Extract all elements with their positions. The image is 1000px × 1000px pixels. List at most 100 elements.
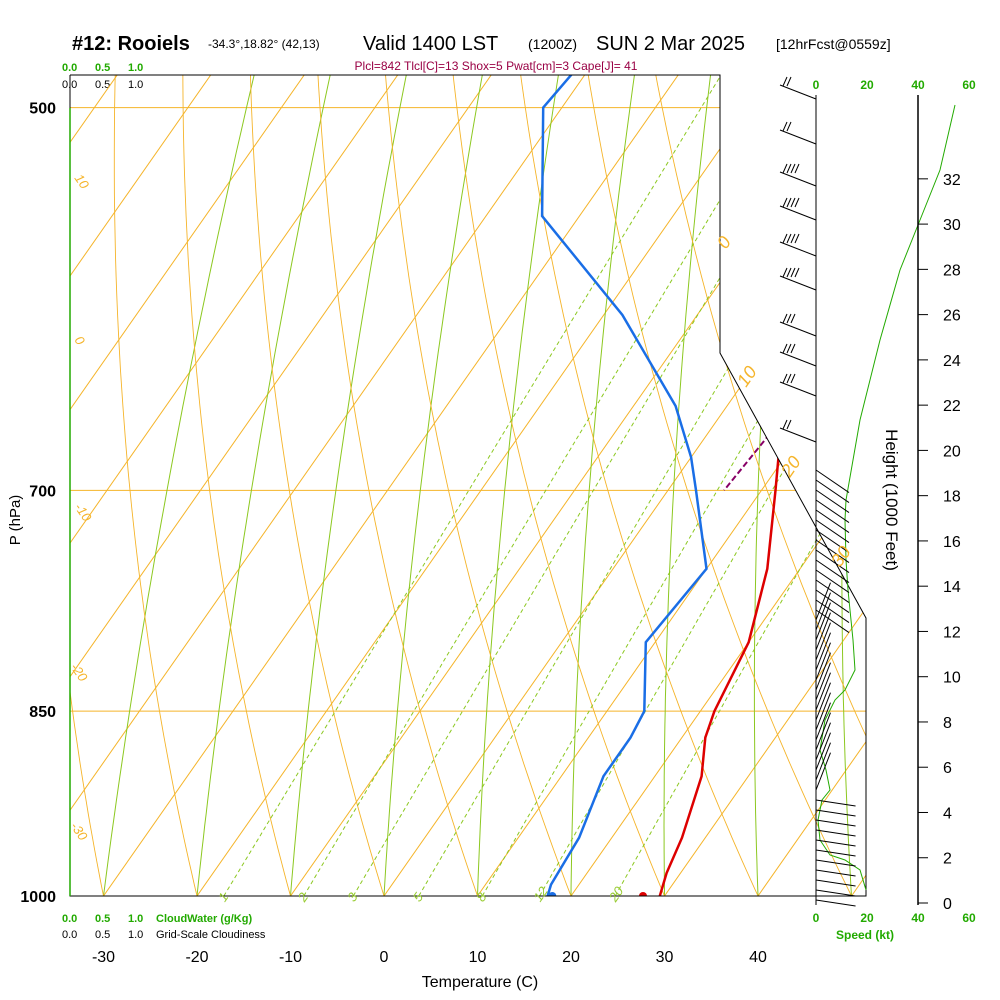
height-tick-label: 24	[943, 353, 961, 370]
isotherm-line	[70, 75, 866, 896]
wind-barb-flag	[782, 121, 788, 132]
dry-adiabat-line	[103, 75, 464, 896]
moist-adiabat-line	[311, 75, 478, 896]
dry-adiabat-line	[477, 75, 716, 896]
wind-barb-flag	[782, 373, 788, 384]
dewpoint-line	[540, 75, 788, 896]
wind-barb-flag	[782, 233, 788, 244]
isotherm-line	[383, 75, 866, 896]
isotherm-label: -20	[68, 660, 92, 685]
speed-tick-label: 0	[813, 78, 820, 92]
wind-barb-flag	[790, 163, 796, 174]
isotherm-label: -30	[68, 819, 92, 844]
isotherm-line	[477, 75, 866, 896]
wind-barb	[779, 241, 817, 257]
x-axis-label: Temperature (C)	[422, 974, 538, 991]
wind-barb	[815, 509, 850, 533]
pressure-tick-label: 1000	[20, 889, 56, 906]
wind-barb	[815, 732, 831, 771]
speed-tick-label: 60	[962, 78, 976, 92]
isotherm-line	[103, 75, 866, 896]
x-tick-label: 20	[562, 949, 580, 966]
height-tick-label: 4	[943, 805, 952, 822]
wind-barb-flag	[794, 267, 800, 278]
wind-barb	[779, 205, 817, 221]
isotherm-line	[70, 75, 554, 896]
moist-adiabat-line	[432, 75, 665, 896]
cloud-scale-top-green: 0.0 0.5 1.0	[62, 62, 143, 74]
height-tick-label: 30	[943, 217, 961, 234]
pressure-tick-label: 500	[29, 101, 56, 118]
mixing-ratio-label: 3	[344, 889, 361, 904]
isotherm-line	[70, 75, 647, 896]
height-tick-label: 20	[943, 443, 961, 460]
height-tick-label: 32	[943, 172, 961, 189]
cloud-scale-tick: 0.5	[95, 929, 110, 941]
wind-barb	[815, 539, 850, 563]
dry-adiabat-line	[663, 75, 841, 896]
wind-barb	[815, 849, 856, 857]
cloud-scale-tick: 1.0	[128, 79, 143, 91]
wind-barb-flag	[786, 163, 792, 174]
mixing-ratio-line	[539, 75, 866, 896]
wind-barb	[815, 799, 856, 807]
wind-barb	[815, 622, 831, 661]
wind-barb-flag	[790, 373, 796, 384]
wind-barb-flag	[786, 197, 792, 208]
mixing-ratio-line	[352, 75, 866, 896]
sounding-indices: Plcl=842 Tlcl[C]=13 Shox=5 Pwat[cm]=3 Ca…	[355, 59, 638, 73]
x-tick-label: -20	[185, 949, 208, 966]
x-tick-label: 0	[380, 949, 389, 966]
wind-barb	[815, 652, 831, 691]
wind-barb	[815, 612, 831, 651]
wind-barb-flag	[782, 267, 788, 278]
wind-barb	[815, 499, 850, 523]
isotherm-line	[570, 75, 866, 896]
wind-barb	[815, 682, 831, 721]
moist-adiabat-line	[182, 75, 291, 896]
wind-barb	[779, 381, 817, 397]
wind-barb	[815, 602, 831, 641]
height-tick-label: 28	[943, 262, 961, 279]
wind-barb	[815, 859, 856, 867]
wind-barb	[815, 609, 850, 633]
wind-barb	[815, 702, 831, 741]
wind-barb-flag	[790, 197, 796, 208]
height-tick-label: 26	[943, 308, 961, 325]
mixing-ratio-label: 8	[473, 889, 490, 904]
wind-barb	[815, 879, 856, 887]
y-axis-label: P (hPa)	[7, 495, 24, 546]
wind-barb-flag	[782, 419, 788, 430]
x-tick-label: -30	[92, 949, 115, 966]
wind-barb	[815, 722, 831, 761]
surface-temp-dot	[638, 892, 647, 896]
cloud-scale-bottom-black: 0.0 0.5 1.0 Grid-Scale Cloudiness	[62, 929, 266, 941]
wind-barb	[815, 819, 856, 827]
mixing-ratio-label: 5	[410, 889, 427, 904]
cloud-scale-tick: 0.5	[95, 62, 110, 74]
mixing-ratio-label: 20	[605, 883, 627, 905]
x-tick-label: -10	[279, 949, 302, 966]
cloud-scale-tick: 0.5	[95, 913, 110, 925]
speed-tick-label: 40	[911, 78, 925, 92]
wind-barb-flag	[782, 313, 788, 324]
height-tick-label: 6	[943, 760, 952, 777]
surface-dewpoint-dot	[548, 892, 557, 896]
wind-barb-flag	[786, 373, 792, 384]
isotherm-line	[851, 75, 866, 896]
wind-barb	[815, 829, 856, 837]
moist-adiabat-line	[373, 75, 572, 896]
wind-barb	[815, 519, 850, 543]
wind-barb-flag	[790, 313, 796, 324]
wind-barb-flag	[782, 76, 788, 87]
cloud-scale-bottom-green: 0.0 0.5 1.0 CloudWater (g/Kg)	[62, 913, 252, 925]
dry-adiabat-line	[753, 75, 866, 896]
wind-barb	[779, 321, 817, 337]
wind-barb-flag	[786, 76, 792, 87]
height-tick-label: 22	[943, 398, 961, 415]
dry-adiabat-line	[570, 75, 779, 896]
wind-barb-flag	[786, 121, 792, 132]
adiabat-label: 30	[827, 542, 855, 570]
wind-barb	[779, 275, 817, 291]
